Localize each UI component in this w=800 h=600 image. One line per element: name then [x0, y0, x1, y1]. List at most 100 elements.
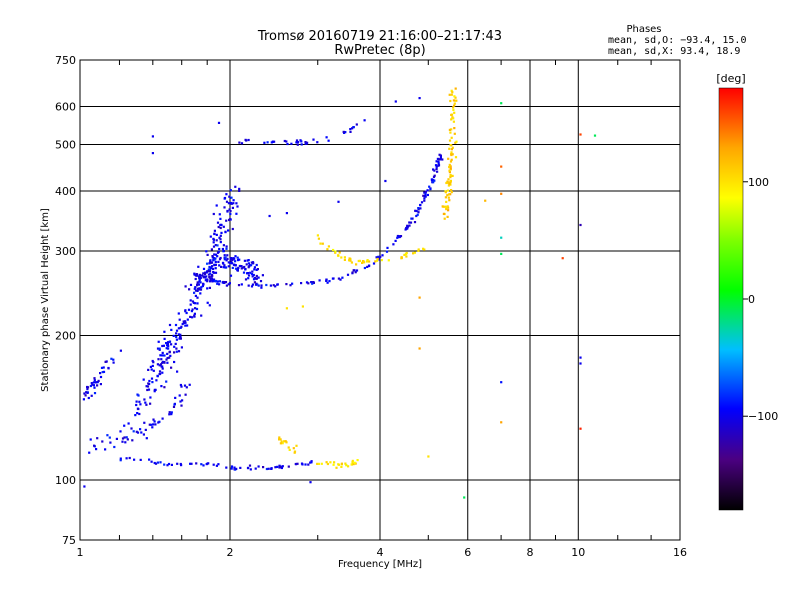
- data-point: [198, 275, 201, 278]
- data-point: [101, 440, 104, 443]
- data-point: [146, 388, 149, 392]
- data-point: [168, 413, 171, 416]
- data-point: [165, 347, 168, 350]
- data-point: [253, 281, 256, 284]
- data-point: [213, 258, 216, 261]
- data-point: [291, 282, 294, 285]
- data-point: [257, 465, 260, 468]
- data-point: [453, 95, 456, 98]
- data-point: [181, 322, 184, 326]
- data-point: [244, 278, 248, 281]
- data-point: [263, 141, 266, 144]
- data-point: [154, 462, 158, 465]
- data-point: [232, 257, 235, 260]
- data-point: [449, 176, 452, 179]
- data-point: [215, 239, 218, 242]
- data-point: [326, 462, 329, 466]
- data-point: [281, 442, 284, 445]
- data-point: [453, 132, 456, 135]
- data-point: [243, 259, 246, 262]
- data-point: [279, 442, 282, 445]
- data-point: [257, 284, 260, 287]
- data-point: [424, 194, 427, 198]
- data-point: [320, 462, 323, 465]
- data-point: [409, 221, 413, 224]
- data-point: [447, 209, 450, 212]
- data-point: [217, 121, 221, 124]
- data-point: [438, 153, 441, 156]
- data-point: [158, 373, 161, 376]
- data-point: [196, 287, 199, 290]
- data-point: [162, 360, 165, 363]
- data-point: [239, 466, 242, 469]
- data-point: [450, 136, 453, 139]
- data-point: [93, 444, 96, 447]
- data-point: [351, 459, 354, 462]
- data-point: [226, 257, 229, 260]
- data-point: [446, 194, 449, 197]
- data-point: [194, 302, 197, 305]
- data-point: [450, 158, 453, 161]
- data-point: [222, 250, 225, 253]
- data-point: [449, 160, 453, 163]
- data-point: [96, 384, 99, 387]
- data-point: [99, 383, 102, 386]
- data-point: [126, 438, 129, 441]
- data-point: [295, 141, 298, 144]
- data-point: [189, 303, 192, 306]
- data-point: [442, 212, 445, 215]
- data-point: [223, 254, 226, 257]
- data-point: [448, 147, 451, 150]
- data-point: [433, 169, 436, 172]
- data-point: [212, 271, 215, 274]
- data-point: [179, 400, 182, 403]
- data-point: [183, 384, 187, 387]
- data-point: [119, 459, 122, 462]
- data-point: [97, 379, 100, 382]
- data-point: [148, 458, 151, 461]
- data-point: [151, 359, 154, 363]
- data-point: [422, 247, 425, 250]
- data-point: [225, 284, 228, 287]
- data-point: [429, 188, 432, 191]
- data-point: [234, 185, 237, 188]
- data-point: [212, 241, 215, 244]
- data-point: [212, 463, 215, 466]
- data-point: [172, 334, 175, 337]
- data-point: [236, 205, 239, 208]
- data-point: [90, 394, 93, 397]
- data-point: [211, 255, 214, 258]
- data-point: [332, 248, 335, 252]
- data-point: [449, 99, 452, 103]
- data-point: [406, 225, 409, 229]
- data-point: [150, 377, 154, 380]
- data-point: [202, 464, 205, 467]
- data-point: [276, 283, 279, 286]
- data-point: [240, 265, 243, 268]
- data-point: [417, 208, 420, 211]
- data-point: [447, 196, 450, 199]
- data-point: [202, 276, 205, 279]
- data-point: [394, 100, 397, 103]
- data-point: [180, 404, 183, 407]
- data-point: [219, 217, 222, 220]
- data-point: [209, 277, 212, 280]
- data-point: [446, 189, 450, 192]
- data-point: [247, 277, 250, 280]
- data-point: [292, 447, 295, 450]
- data-point: [152, 361, 155, 364]
- data-point: [174, 323, 178, 327]
- data-point: [453, 102, 456, 105]
- data-point: [163, 386, 166, 389]
- data-point: [447, 206, 450, 209]
- data-point: [224, 281, 228, 284]
- data-point: [218, 264, 221, 267]
- data-point: [240, 283, 243, 286]
- data-point: [226, 254, 229, 257]
- data-point: [188, 288, 191, 291]
- x-tick-label: 10: [571, 546, 585, 559]
- data-point: [236, 269, 239, 272]
- data-point: [414, 209, 417, 212]
- data-point: [89, 438, 92, 441]
- data-point: [450, 118, 453, 121]
